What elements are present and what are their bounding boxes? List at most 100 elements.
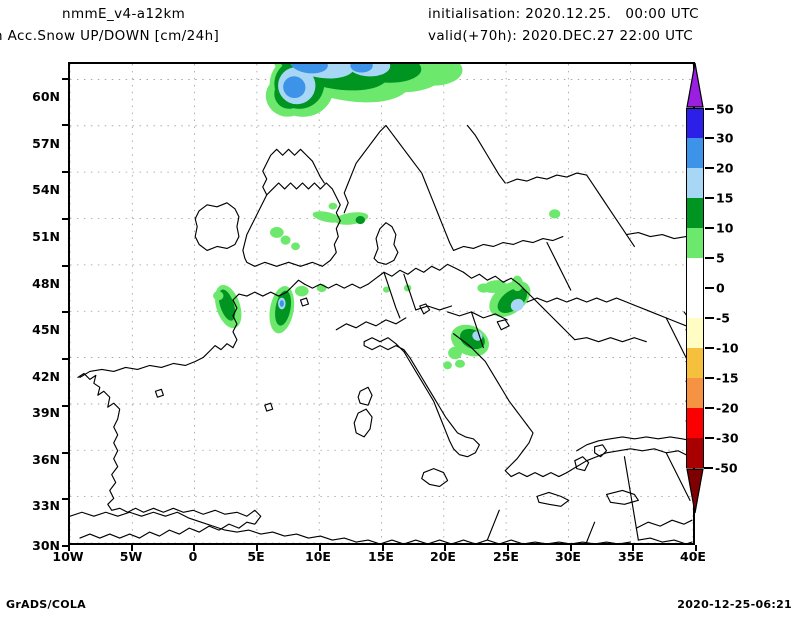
colorbar-tick-label: -30 bbox=[716, 430, 739, 446]
x-tick-label-5E: 5E bbox=[247, 549, 265, 564]
colorbar-over-arrow-icon bbox=[686, 62, 704, 108]
colorbar-band-stack: 50 30 20 15 10 5 0 -5 -10 -15 -20 -30 -50 bbox=[686, 102, 739, 476]
colorbar-tick-label: -5 bbox=[716, 310, 730, 326]
x-axis-tick bbox=[130, 545, 133, 551]
grid-lines bbox=[70, 64, 693, 543]
y-axis-tick bbox=[62, 264, 68, 267]
y-axis-tick bbox=[62, 77, 68, 80]
colorbar-band: -5 bbox=[686, 311, 730, 348]
snow-contour-blob bbox=[269, 227, 284, 238]
x-tick-label-10W: 10W bbox=[52, 549, 84, 564]
field-name-label: n Acc.Snow UP/DOWN [cm/24h] bbox=[0, 28, 220, 44]
snow-contour-blob bbox=[312, 211, 341, 223]
snow-contour-blob bbox=[283, 76, 306, 99]
colorbar-tick-label: -10 bbox=[716, 340, 739, 356]
chart-header: nmmE_v4-a12km n Acc.Snow UP/DOWN [cm/24h… bbox=[0, 0, 800, 52]
x-axis-tick bbox=[695, 545, 697, 551]
colorbar-band: -20 bbox=[686, 401, 739, 438]
colorbar-tick-label: 20 bbox=[716, 160, 734, 176]
timestamp-label: 2020-12-25-06:21 bbox=[677, 598, 792, 611]
y-tick-label-36N: 36N bbox=[32, 452, 60, 467]
colorbar-tick bbox=[705, 197, 714, 199]
coastline-borders bbox=[70, 124, 693, 543]
x-axis-tick bbox=[68, 545, 70, 551]
colorbar-band: -15 bbox=[686, 371, 739, 408]
model-name-label: nmmE_v4-a12km bbox=[62, 6, 186, 22]
colorbar-tick-label: -20 bbox=[716, 400, 739, 416]
y-tick-label-48N: 48N bbox=[32, 276, 60, 291]
y-axis-tick bbox=[62, 311, 68, 314]
x-tick-label-40E: 40E bbox=[680, 549, 706, 564]
snow-contour-blob bbox=[328, 202, 338, 210]
colorbar-band: 0 bbox=[686, 281, 725, 318]
initialisation-label: initialisation: 2020.12.25. 00:00 UTC bbox=[428, 6, 699, 22]
colorbar-tick bbox=[705, 437, 714, 439]
y-tick-label-51N: 51N bbox=[32, 229, 60, 244]
x-tick-label-15E: 15E bbox=[368, 549, 394, 564]
colorbar-tick-label: 10 bbox=[716, 220, 734, 236]
x-tick-label-25E: 25E bbox=[493, 549, 519, 564]
x-axis-tick bbox=[193, 545, 196, 551]
colorbar-tick-label: -50 bbox=[715, 460, 738, 476]
map-canvas bbox=[70, 64, 693, 543]
x-tick-label-10E: 10E bbox=[305, 549, 331, 564]
y-tick-label-30N: 30N bbox=[32, 538, 60, 553]
y-axis-tick bbox=[62, 451, 68, 454]
colorbar-tick-label: 0 bbox=[716, 280, 725, 296]
snow-contour-blob bbox=[213, 291, 224, 301]
x-axis-tick bbox=[444, 545, 447, 551]
colorbar-tick bbox=[705, 377, 714, 379]
x-axis-tick bbox=[569, 545, 572, 551]
x-axis-tick bbox=[632, 545, 635, 551]
y-axis-tick bbox=[62, 171, 68, 174]
colorbar-tick bbox=[705, 347, 714, 349]
y-axis-tick bbox=[62, 124, 68, 127]
colorbar: 50 30 20 15 10 5 0 -5 -10 -15 -20 -30 -50 bbox=[686, 62, 796, 545]
colorbar-tick bbox=[704, 467, 713, 469]
colorbar-tick bbox=[705, 287, 714, 289]
colorbar-band: -10 bbox=[686, 341, 739, 378]
colorbar-tick-label: 5 bbox=[716, 250, 725, 266]
snow-contour-blob bbox=[280, 235, 291, 245]
colorbar-tick bbox=[705, 137, 714, 139]
y-tick-label-54N: 54N bbox=[32, 182, 60, 197]
map-plot-area bbox=[68, 62, 695, 545]
valid-time-label: valid(+70h): 2020.DEC.27 22:00 UTC bbox=[428, 28, 694, 44]
snow-contour-blob bbox=[448, 346, 462, 360]
colorbar-tick-label: -15 bbox=[716, 370, 739, 386]
colorbar-tick bbox=[705, 167, 714, 169]
snow-contour-blob bbox=[290, 64, 328, 74]
y-tick-label-57N: 57N bbox=[32, 136, 60, 151]
snow-contour-blob bbox=[549, 209, 561, 219]
x-tick-label-30E: 30E bbox=[555, 549, 581, 564]
colorbar-band: 5 bbox=[686, 251, 725, 288]
colorbar-tick bbox=[705, 108, 714, 110]
x-axis-tick bbox=[506, 545, 509, 551]
y-tick-label-60N: 60N bbox=[32, 89, 60, 104]
snow-contour-blob bbox=[382, 286, 390, 293]
colorbar-band: -30 bbox=[686, 431, 739, 468]
colorbar-band: 10 bbox=[686, 221, 733, 258]
colorbar-band: 50 bbox=[686, 102, 733, 138]
colorbar-band: 30 bbox=[686, 131, 733, 168]
x-tick-label-35E: 35E bbox=[618, 549, 644, 564]
y-axis-tick bbox=[62, 217, 68, 220]
colorbar-tick bbox=[705, 227, 714, 229]
colorbar-band: 20 bbox=[686, 161, 733, 198]
snow-contour-blob bbox=[477, 283, 490, 293]
snow-contour-blob bbox=[443, 361, 452, 370]
colorbar-tick bbox=[705, 407, 714, 409]
snow-contour-blob bbox=[455, 359, 465, 368]
snow-contour-blob bbox=[350, 64, 373, 73]
y-axis-tick bbox=[62, 545, 68, 547]
snow-contour-blob bbox=[291, 242, 300, 251]
y-tick-label-42N: 42N bbox=[32, 369, 60, 384]
snow-contour-fills bbox=[213, 64, 561, 370]
colorbar-tick-label: 15 bbox=[716, 190, 734, 206]
y-tick-label-45N: 45N bbox=[32, 322, 60, 337]
snow-contour-blob bbox=[294, 285, 309, 297]
x-axis-tick bbox=[256, 545, 259, 551]
colorbar-tick-label: 50 bbox=[716, 101, 734, 117]
colorbar-tick bbox=[705, 317, 714, 319]
y-axis-tick bbox=[62, 358, 68, 361]
